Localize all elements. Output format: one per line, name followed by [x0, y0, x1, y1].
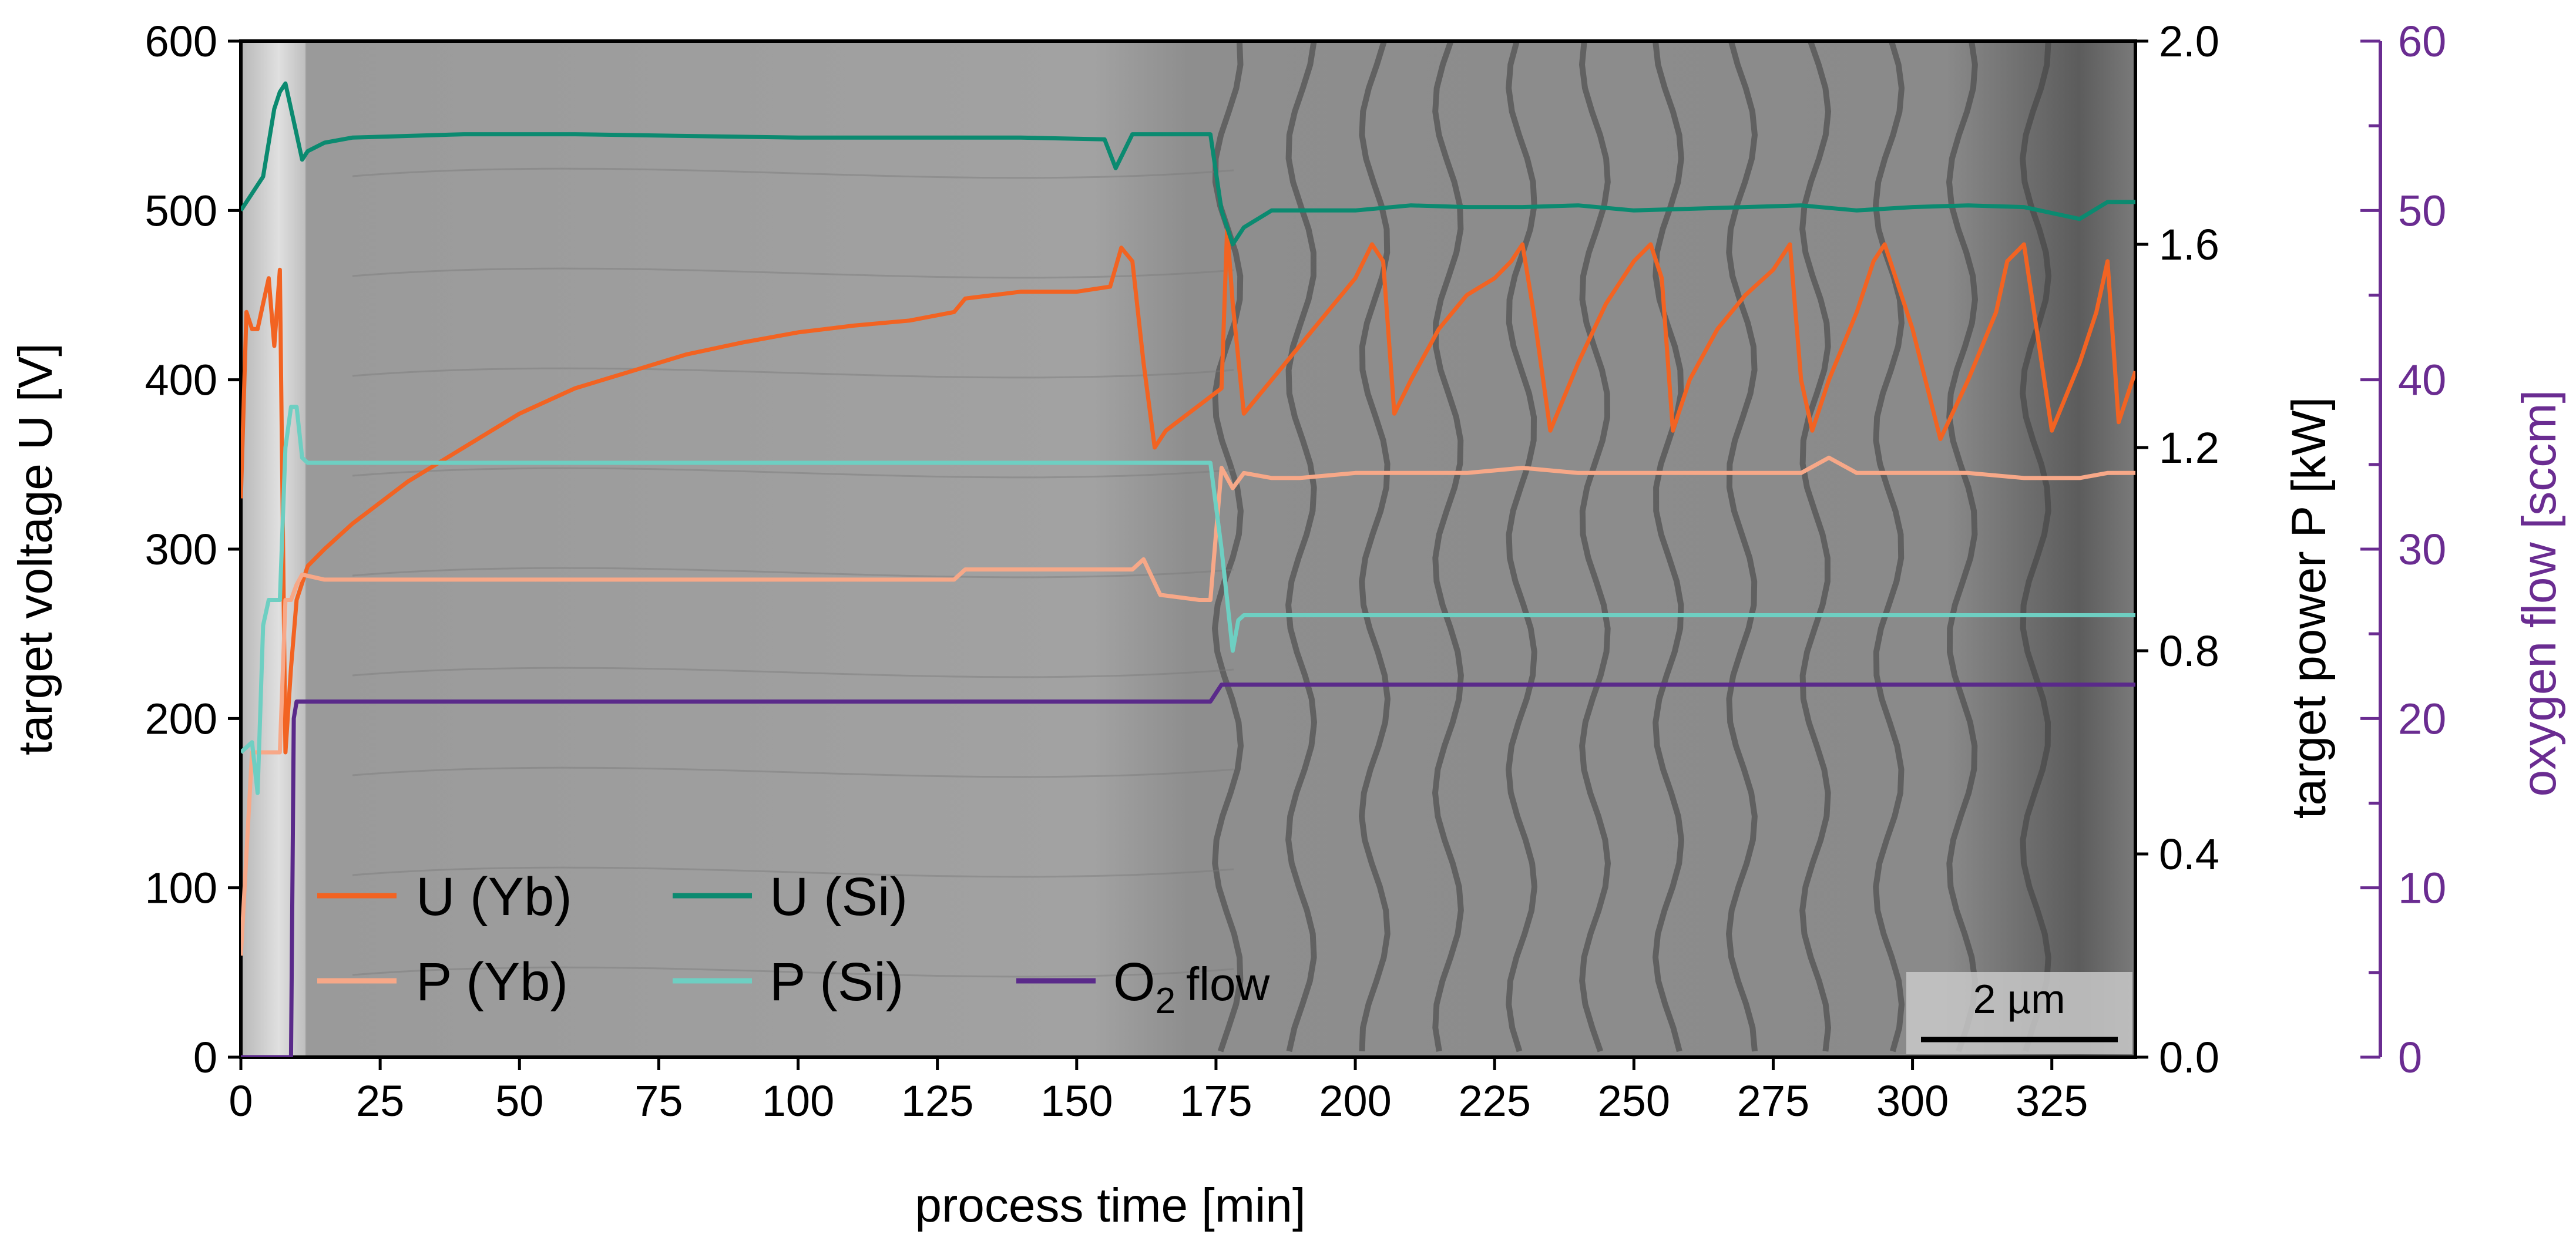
sem-band [1432, 41, 1464, 1052]
right2-tick-label: 10 [2398, 864, 2446, 913]
sem-streak [352, 567, 1234, 579]
x-axis-title: process time [min] [915, 1179, 1305, 1232]
x-tick-label: 100 [762, 1077, 834, 1125]
series-line-p-yb [241, 455, 2135, 956]
left-tick-label: 100 [145, 864, 217, 913]
left-tick-label: 400 [145, 356, 217, 405]
sem-bright-edge [241, 41, 305, 1057]
legend: U (Yb) U (Si) P (Yb) P (Si) O2 flow [317, 867, 1270, 1021]
x-tick-label: 225 [1458, 1077, 1530, 1125]
legend-label-o2-main: O [1113, 952, 1156, 1012]
right2-axis-title: oxygen flow [sccm] [2513, 390, 2566, 797]
left-tick-label: 300 [145, 525, 217, 574]
series-line-o2-flow [241, 682, 2135, 1057]
legend-label-o2-sub: 2 [1156, 981, 1176, 1021]
axis-layer: 0 25 50 75 100 125 150 175 200 225 250 275 300 325010… [145, 17, 2447, 1125]
x-tick-label: 300 [1876, 1077, 1949, 1125]
x-tick-label: 50 [495, 1077, 543, 1125]
sem-band [1505, 41, 1538, 1052]
x-tick-label: 125 [901, 1077, 973, 1125]
x-tick-label: 200 [1319, 1077, 1391, 1125]
sem-streak [352, 167, 1234, 179]
sem-band [1799, 41, 1832, 1052]
sem-streak [352, 667, 1234, 678]
right2-tick-label: 0 [2398, 1033, 2422, 1082]
right-tick-label: 0.8 [2159, 627, 2219, 675]
series-line-p-si [241, 405, 2135, 795]
x-tick-label: 25 [356, 1077, 404, 1125]
sem-streak [352, 766, 1234, 778]
left-tick-label: 200 [145, 694, 217, 743]
scale-bar-label: 2 µm [1973, 976, 2065, 1022]
x-tick-label: 250 [1598, 1077, 1670, 1125]
left-tick-label: 600 [145, 17, 217, 66]
x-tick-label: 150 [1040, 1077, 1113, 1125]
x-tick-label: 0 [229, 1077, 253, 1125]
right-tick-label: 1.2 [2159, 423, 2219, 472]
right2-tick-label: 40 [2398, 356, 2446, 405]
right2-tick-label: 60 [2398, 17, 2446, 66]
left-axis-title: target voltage U [V] [9, 343, 62, 755]
sem-streak [352, 267, 1234, 279]
sem-band [1946, 41, 1979, 1052]
legend-label-u-si: U (Si) [770, 867, 908, 927]
x-tick-label: 175 [1180, 1077, 1252, 1125]
series-line-u-si [241, 81, 2135, 247]
right2-tick-label: 50 [2398, 186, 2446, 235]
series-line-u-yb [241, 225, 2135, 755]
legend-label-p-si: P (Si) [770, 952, 904, 1012]
legend-label-p-yb: P (Yb) [416, 952, 568, 1012]
sem-band [1725, 41, 1758, 1052]
right-tick-label: 0.4 [2159, 830, 2219, 879]
right-tick-label: 2.0 [2159, 17, 2219, 66]
right2-tick-label: 30 [2398, 525, 2446, 574]
left-tick-label: 0 [193, 1033, 217, 1082]
left-tick-label: 500 [145, 186, 217, 235]
sem-streak [352, 367, 1234, 379]
sem-micrograph-background [241, 41, 2135, 1057]
legend-label-o2-tail: flow [1186, 958, 1269, 1010]
sem-streak [352, 966, 1234, 978]
series-layer [241, 81, 2135, 1057]
x-tick-label: 275 [1737, 1077, 1809, 1125]
right2-tick-label: 20 [2398, 694, 2446, 743]
right-tick-label: 1.6 [2159, 220, 2219, 269]
scale-bar: 2 µm [1906, 972, 2132, 1054]
x-tick-label: 75 [634, 1077, 683, 1125]
legend-label-o2: O2 flow [1113, 952, 1270, 1021]
sem-streak [352, 866, 1234, 878]
right-tick-label: 0.0 [2159, 1033, 2219, 1082]
sem-streak [352, 467, 1234, 479]
right-axis-title: target power P [kW] [2282, 397, 2336, 819]
x-tick-label: 325 [2016, 1077, 2088, 1125]
legend-label-u-yb: U (Yb) [416, 867, 572, 927]
